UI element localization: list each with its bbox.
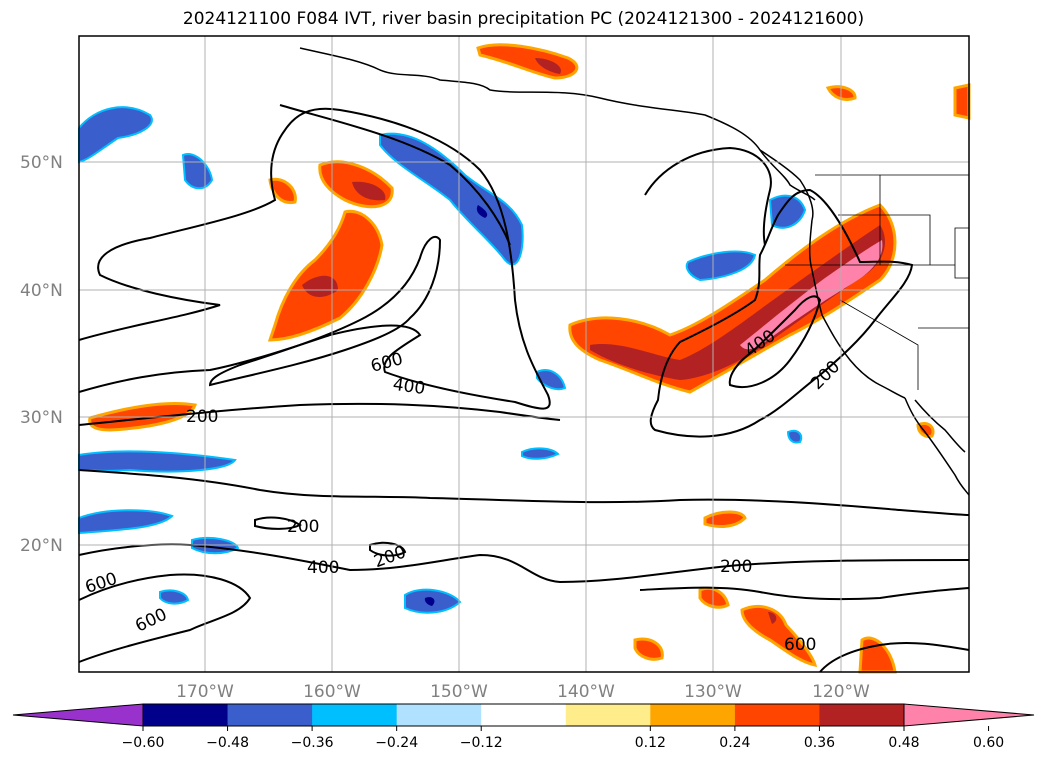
contour-small-2 xyxy=(369,541,407,557)
contour-ar-outer xyxy=(649,188,914,438)
colorbar-tick-label: −0.48 xyxy=(206,735,249,751)
colorbar-segment xyxy=(565,704,651,726)
colorbar-segment xyxy=(396,704,482,726)
map-background xyxy=(79,36,969,672)
anomaly-positive-subtrop-4 xyxy=(633,637,664,661)
anomaly-negative-sub3 xyxy=(786,429,803,444)
lon-tick-label: 120°W xyxy=(812,682,870,702)
contour-tradewind-3 xyxy=(78,573,252,663)
anomaly-negative-arc-dark xyxy=(476,205,488,218)
colorbar-extend-low xyxy=(12,703,144,727)
anomaly-negative-sub2 xyxy=(521,447,560,460)
anomaly-positive-subtrop-3 xyxy=(740,605,818,667)
anomaly-positive-ar xyxy=(568,203,897,394)
contour-tradewind-5 xyxy=(819,641,970,673)
anomaly-positive-centerw-dark xyxy=(302,275,338,297)
colorbar-segment xyxy=(819,704,905,726)
coastline-gulf-ca xyxy=(914,399,966,453)
lat-tick-label: 50°N xyxy=(20,153,63,173)
colorbar-tick-label: 0.36 xyxy=(804,735,835,751)
contour-outer-w xyxy=(78,107,551,410)
contour-inner-w xyxy=(208,235,442,387)
lon-tick-label: 160°W xyxy=(303,682,361,702)
contour-label: 400 xyxy=(307,558,339,578)
contour-small-1 xyxy=(254,516,302,530)
colorbar-ticks: −0.60 −0.48 −0.36 −0.24 −0.12 0.12 0.24 0.36 0.4… xyxy=(122,726,1004,751)
coastline-alaska xyxy=(299,47,816,201)
colorbar xyxy=(12,703,1035,727)
lon-tick-label: 130°W xyxy=(684,682,742,702)
anomaly-positive-ar-dark xyxy=(590,225,885,380)
anomaly-negative-coast xyxy=(768,194,807,229)
contour-tradewind-1 xyxy=(78,469,970,516)
colorbar-tick-label: 0.60 xyxy=(973,735,1004,751)
lon-ticks: 170°W 160°W 150°W 140°W 130°W 120°W xyxy=(176,682,870,702)
anomaly-negative-ne xyxy=(685,250,757,282)
colorbar-frame xyxy=(142,703,905,727)
coastline-us-west xyxy=(808,219,906,399)
anomaly-negative-w22 xyxy=(78,509,174,535)
anomaly-positive-centerw xyxy=(267,209,384,342)
lon-tick-label: 170°W xyxy=(176,682,234,702)
state-borders xyxy=(785,174,970,390)
colorbar-tick-label: 0.24 xyxy=(719,735,750,751)
colorbar-tick-label: −0.12 xyxy=(460,735,503,751)
map-title: 2024121100 F084 IVT, river basin precipi… xyxy=(182,9,865,29)
lon-tick-label: 150°W xyxy=(430,682,488,702)
contour-north-e xyxy=(644,146,772,246)
anomaly-positive-north-dark xyxy=(535,58,561,74)
contour-label: 200 xyxy=(186,407,218,427)
contour-200-south xyxy=(78,402,561,426)
coastlines xyxy=(299,47,970,496)
contour-tradewind-4 xyxy=(639,586,970,601)
contour-tradewind-2 xyxy=(78,543,970,584)
lat-tick-label: 20°N xyxy=(20,536,63,556)
anomaly-positive-subtrop-2 xyxy=(698,586,730,609)
anomaly-positive-ne-small xyxy=(825,85,857,102)
colorbar-segment xyxy=(312,704,398,726)
anomaly-positive-subtrop-3-dark xyxy=(768,612,777,624)
gridlines xyxy=(79,36,969,672)
colorbar-tick-label: 0.12 xyxy=(635,735,666,751)
colorbar-tick-label: −0.60 xyxy=(122,735,165,751)
colorbar-extend-high xyxy=(903,703,1035,727)
anomaly-positive-upper-dark xyxy=(352,181,386,201)
contour-ar-400 xyxy=(728,295,822,388)
colorbar-segment xyxy=(481,704,567,726)
lat-tick-label: 40°N xyxy=(20,281,63,301)
ivt-contours xyxy=(78,104,970,673)
anomaly-positive-ar-pink xyxy=(740,240,883,350)
anomaly-positive-e-edge xyxy=(953,83,971,120)
lon-tick-label: 140°W xyxy=(557,682,615,702)
contour-label: 200 xyxy=(720,557,752,577)
anomaly-negative-nw xyxy=(78,106,153,164)
lat-ticks: 50°N 40°N 30°N 20°N xyxy=(20,153,63,556)
colorbar-tick-label: 0.48 xyxy=(888,735,919,751)
colorbar-segment xyxy=(650,704,736,726)
lat-tick-label: 30°N xyxy=(20,408,63,428)
colorbar-segment xyxy=(143,704,229,726)
contour-label: 400 xyxy=(391,375,426,399)
colorbar-tick-label: −0.24 xyxy=(375,735,418,751)
colorbar-tick-label: −0.36 xyxy=(291,735,334,751)
coastline-bc xyxy=(759,149,814,221)
map-frame xyxy=(78,35,970,673)
anomaly-negative-sub4 xyxy=(159,589,190,605)
colorbar-segment xyxy=(227,704,313,726)
colorbar-segment xyxy=(734,704,820,726)
contour-label: 600 xyxy=(784,635,816,655)
anomaly-negative-hawaii-dark xyxy=(424,597,435,606)
contour-label: 200 xyxy=(287,517,319,537)
coastline-baja xyxy=(904,397,970,496)
